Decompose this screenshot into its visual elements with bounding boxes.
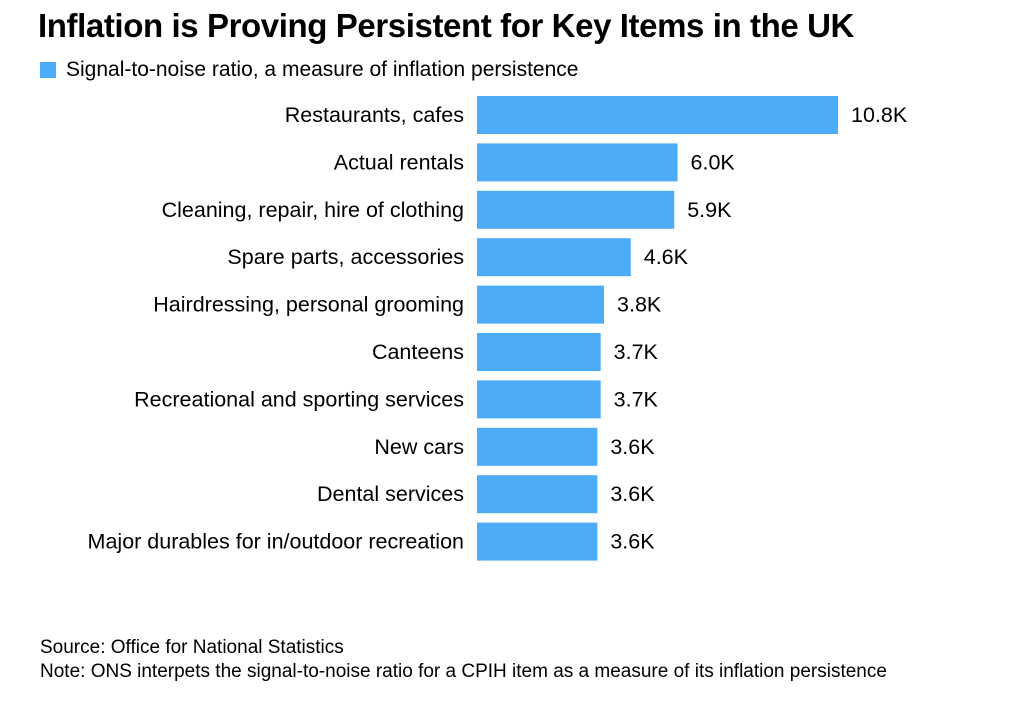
category-label: Canteens xyxy=(372,340,464,364)
value-label: 3.6K xyxy=(610,435,655,459)
value-label: 3.6K xyxy=(610,530,655,554)
value-label: 4.6K xyxy=(644,245,689,269)
bar-7 xyxy=(477,427,598,466)
bar-0 xyxy=(477,96,838,134)
legend: Signal-to-noise ratio, a measure of infl… xyxy=(40,58,578,82)
source-note: Source: Office for National Statistics xyxy=(40,637,344,658)
legend-swatch xyxy=(40,62,56,78)
bar-2 xyxy=(477,190,675,229)
legend-label: Signal-to-noise ratio, a measure of infl… xyxy=(66,58,579,81)
bar-5 xyxy=(477,333,601,371)
category-label: Spare parts, accessories xyxy=(227,245,464,269)
bar-6 xyxy=(477,380,601,419)
category-label: Actual rentals xyxy=(334,150,464,174)
value-label: 3.8K xyxy=(617,293,662,317)
category-label: Cleaning, repair, hire of clothing xyxy=(162,198,464,222)
value-label: 3.7K xyxy=(614,387,659,411)
bar-chart: Restaurants, cafes 10.8K Actual rentals 6.0… xyxy=(88,96,908,561)
category-label: Major durables for in/outdoor recreation xyxy=(88,530,464,554)
category-label: Hairdressing, personal grooming xyxy=(153,293,464,317)
bar-9 xyxy=(477,522,598,561)
value-label: 3.6K xyxy=(610,482,655,506)
bar-4 xyxy=(477,285,605,324)
footnote: Note: ONS interpets the signal-to-noise … xyxy=(40,661,887,682)
chart-title: Inflation is Proving Persistent for Key … xyxy=(38,7,854,44)
value-label: 10.8K xyxy=(851,103,908,127)
category-label: Dental services xyxy=(317,482,464,506)
bar-1 xyxy=(477,143,678,182)
bar-8 xyxy=(477,475,598,514)
category-label: Restaurants, cafes xyxy=(285,103,464,127)
value-label: 3.7K xyxy=(614,340,659,364)
value-label: 6.0K xyxy=(691,150,736,174)
category-label: New cars xyxy=(374,435,464,459)
category-label: Recreational and sporting services xyxy=(134,387,464,411)
value-label: 5.9K xyxy=(687,198,732,222)
bar-3 xyxy=(477,238,631,277)
